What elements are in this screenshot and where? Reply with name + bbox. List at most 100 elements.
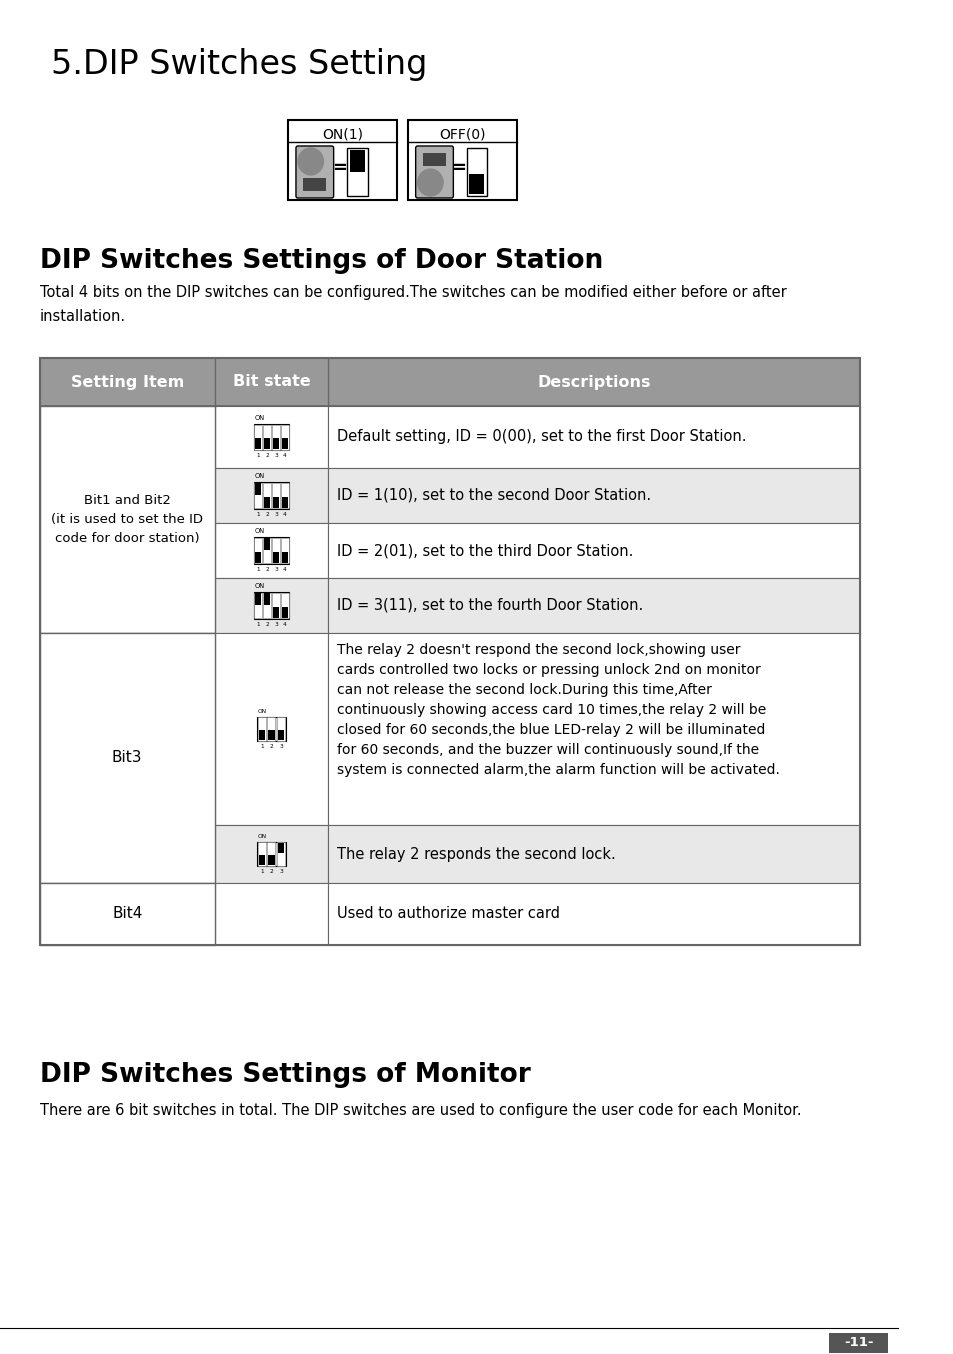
Bar	[253, 538, 289, 563]
Text: Descriptions: Descriptions	[537, 375, 650, 390]
Text: 1: 1	[256, 621, 259, 627]
Bar	[828, 1332, 887, 1353]
Bar	[254, 437, 261, 450]
Text: ON: ON	[258, 708, 267, 714]
Bar	[39, 357, 859, 406]
Text: Bit state: Bit state	[233, 375, 310, 390]
Bar	[214, 883, 328, 945]
Bar	[267, 842, 275, 865]
Text: 5.DIP Switches Setting: 5.DIP Switches Setting	[51, 47, 427, 81]
Bar	[257, 718, 266, 741]
Bar	[276, 718, 285, 741]
Text: Bit3: Bit3	[112, 750, 142, 765]
Bar	[328, 523, 859, 578]
Text: 2: 2	[265, 512, 269, 517]
Text: The relay 2 doesn't respond the second lock,showing user
cards controlled two lo: The relay 2 doesn't respond the second l…	[337, 643, 780, 777]
Text: 3: 3	[279, 745, 283, 749]
Bar	[408, 121, 516, 200]
Bar	[303, 177, 326, 191]
Text: ID = 2(01), set to the third Door Station.: ID = 2(01), set to the third Door Statio…	[337, 543, 633, 558]
Bar	[273, 497, 278, 508]
Bar	[264, 437, 270, 450]
Text: There are 6 bit switches in total. The DIP switches are used to configure the us: There are 6 bit switches in total. The D…	[39, 1104, 801, 1118]
Bar	[273, 551, 278, 563]
Bar	[328, 406, 859, 468]
Bar	[214, 468, 328, 523]
Bar	[253, 424, 289, 451]
Bar	[214, 523, 328, 578]
Bar	[254, 483, 261, 494]
Bar	[281, 437, 288, 450]
Circle shape	[417, 169, 442, 196]
Bar	[267, 718, 275, 741]
Text: =: =	[332, 158, 347, 177]
Bar	[264, 497, 270, 508]
Text: 1: 1	[260, 745, 263, 749]
Bar	[273, 437, 278, 450]
Bar	[214, 578, 328, 634]
Text: 2: 2	[270, 745, 274, 749]
Bar	[258, 854, 265, 865]
Circle shape	[297, 148, 323, 175]
Text: 2: 2	[265, 621, 269, 627]
Text: ON(1): ON(1)	[322, 127, 363, 141]
Bar	[253, 592, 289, 619]
Bar	[254, 593, 261, 617]
Bar	[328, 883, 859, 945]
Text: DIP Switches Settings of Monitor: DIP Switches Settings of Monitor	[39, 1062, 530, 1089]
Bar	[253, 482, 289, 509]
Text: 2: 2	[270, 869, 274, 875]
Bar	[268, 730, 274, 741]
Text: 3: 3	[274, 621, 277, 627]
Text: 3: 3	[279, 869, 283, 875]
Bar	[39, 883, 214, 945]
Text: ON: ON	[254, 584, 264, 589]
Text: The relay 2 responds the second lock.: The relay 2 responds the second lock.	[337, 846, 616, 861]
Text: 2: 2	[265, 454, 269, 458]
Bar	[254, 551, 261, 563]
Text: 1: 1	[256, 567, 259, 571]
Bar	[264, 593, 270, 604]
Bar	[469, 175, 484, 194]
Text: Bit1 and Bit2
(it is used to set the ID
code for door station): Bit1 and Bit2 (it is used to set the ID …	[51, 494, 203, 546]
Text: 3: 3	[274, 512, 277, 517]
Text: 4: 4	[283, 621, 287, 627]
Bar	[272, 425, 279, 450]
Bar	[257, 842, 266, 865]
Bar	[328, 578, 859, 634]
Text: ON: ON	[254, 473, 264, 479]
Bar	[268, 854, 274, 865]
Bar	[264, 538, 270, 550]
Bar	[281, 607, 288, 617]
Bar	[39, 634, 214, 883]
Bar	[254, 483, 261, 508]
Bar	[263, 593, 271, 617]
Bar	[277, 842, 284, 853]
Text: 3: 3	[274, 454, 277, 458]
Bar	[39, 406, 214, 634]
Text: Bit4: Bit4	[112, 906, 142, 922]
FancyBboxPatch shape	[416, 146, 453, 198]
Text: 1: 1	[256, 512, 259, 517]
Text: =: =	[451, 158, 466, 177]
Text: ID = 1(10), set to the second Door Station.: ID = 1(10), set to the second Door Stati…	[337, 487, 651, 502]
Text: 4: 4	[283, 454, 287, 458]
Text: 4: 4	[283, 567, 287, 571]
Bar	[254, 425, 261, 450]
Bar	[423, 153, 445, 167]
Text: 1: 1	[260, 869, 263, 875]
Bar	[214, 634, 328, 825]
Text: Used to authorize master card: Used to authorize master card	[337, 906, 559, 922]
Bar	[276, 842, 285, 865]
Bar	[254, 593, 261, 604]
Bar	[214, 825, 328, 883]
Bar	[263, 538, 271, 563]
Bar	[257, 716, 286, 742]
Bar	[328, 634, 859, 825]
Text: ON: ON	[254, 528, 264, 535]
Text: Total 4 bits on the DIP switches can be configured.The switches can be modified : Total 4 bits on the DIP switches can be …	[39, 284, 785, 324]
Bar	[281, 538, 289, 563]
Text: -11-: -11-	[843, 1336, 873, 1350]
Bar	[328, 825, 859, 883]
Text: ON: ON	[254, 414, 264, 421]
